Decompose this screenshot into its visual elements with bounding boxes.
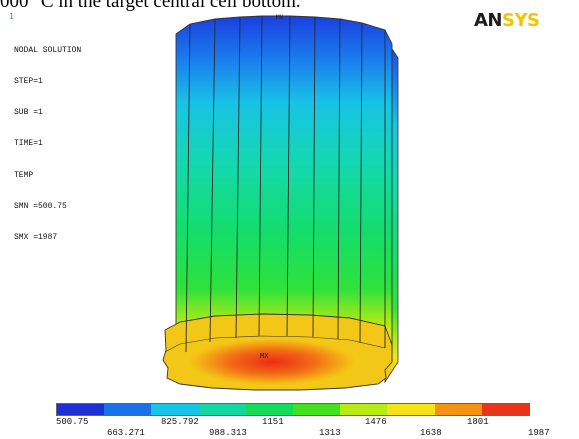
legend-swatch-5 bbox=[245, 404, 294, 415]
legend-swatch-2 bbox=[104, 404, 152, 415]
legend-swatch-6 bbox=[293, 404, 341, 415]
info-line-quantity: TEMP bbox=[14, 170, 34, 180]
legend-swatch-3 bbox=[151, 404, 199, 415]
legend-label-top-1: 500.75 bbox=[56, 417, 89, 427]
window-index: 1 bbox=[9, 12, 14, 21]
cap-edge bbox=[164, 335, 386, 353]
legend-label-top-3: 1151 bbox=[262, 417, 284, 427]
legend-swatch-9 bbox=[434, 404, 482, 415]
min-marker: MX bbox=[260, 352, 269, 360]
max-marker: MX bbox=[276, 14, 284, 21]
facet-lines bbox=[185, 15, 386, 353]
legend-swatch-10 bbox=[481, 404, 530, 415]
cylinder-body bbox=[175, 15, 393, 367]
color-legend-bar bbox=[56, 403, 530, 416]
logo-part-a: AN bbox=[474, 10, 503, 31]
legend-swatch-1 bbox=[57, 404, 105, 415]
info-line-smn: SMN =500.75 bbox=[14, 201, 67, 211]
legend-label-top-4: 1476 bbox=[365, 417, 387, 427]
logo-part-b: SYS bbox=[502, 10, 540, 31]
legend-label-bottom-4: 1638 bbox=[420, 428, 442, 438]
legend-swatch-4 bbox=[198, 404, 246, 415]
info-line-sub: SUB =1 bbox=[14, 108, 43, 118]
info-line-step: STEP=1 bbox=[14, 77, 43, 87]
legend-label-bottom-5: 1987 bbox=[528, 428, 550, 438]
legend-swatch-7 bbox=[340, 404, 388, 415]
caption-text: 000 °C in the target central cell bottom… bbox=[0, 0, 301, 12]
hot-spot bbox=[180, 336, 364, 388]
legend-label-top-5: 1801 bbox=[467, 417, 489, 427]
legend-label-bottom-1: 663.271 bbox=[107, 428, 145, 438]
legend-label-bottom-2: 988.313 bbox=[209, 428, 247, 438]
legend-label-top-2: 825.792 bbox=[161, 417, 199, 427]
solution-info: NODAL SOLUTION STEP=1 SUB =1 TIME=1 TEMP… bbox=[14, 25, 81, 254]
info-line-smx: SMX =1987 bbox=[14, 233, 58, 243]
legend-swatch-8 bbox=[387, 404, 435, 415]
info-line-title: NODAL SOLUTION bbox=[14, 45, 82, 55]
info-line-time: TIME=1 bbox=[14, 139, 43, 149]
legend-label-bottom-3: 1313 bbox=[319, 428, 341, 438]
ansys-logo: ANSYS bbox=[474, 10, 540, 31]
